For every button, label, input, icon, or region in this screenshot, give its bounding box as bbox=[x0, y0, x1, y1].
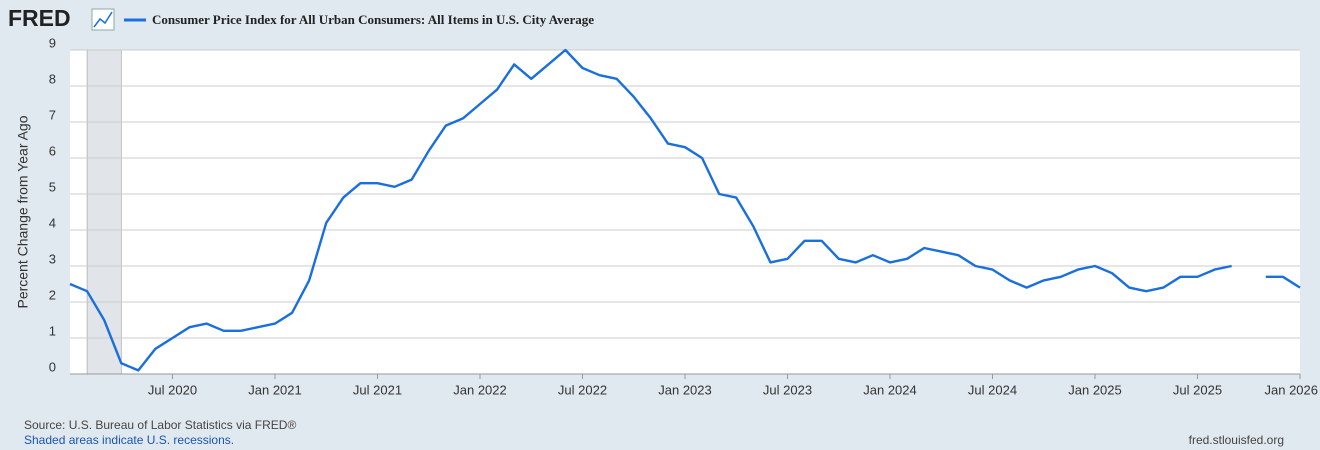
legend-label: Consumer Price Index for All Urban Consu… bbox=[152, 12, 594, 27]
source: Source: U.S. Bureau of Labor Statistics … bbox=[24, 418, 296, 432]
x-tick-label: Jan 2024 bbox=[863, 382, 917, 397]
x-tick-label: Jan 2022 bbox=[453, 382, 507, 397]
y-tick-label: 6 bbox=[49, 143, 56, 158]
x-tick-label: Jul 2021 bbox=[353, 382, 402, 397]
y-tick-label: 5 bbox=[49, 179, 56, 194]
recession-note: Shaded areas indicate U.S. recessions. bbox=[24, 433, 234, 447]
url: fred.stlouisfed.org bbox=[1189, 433, 1284, 447]
y-tick-label: 2 bbox=[49, 287, 56, 302]
x-tick-label: Jan 2021 bbox=[248, 382, 302, 397]
x-tick-label: Jul 2025 bbox=[1173, 382, 1222, 397]
x-tick-label: Jul 2024 bbox=[968, 382, 1017, 397]
plot-area bbox=[70, 50, 1300, 374]
y-tick-label: 4 bbox=[49, 215, 56, 230]
x-tick-label: Jul 2023 bbox=[763, 382, 812, 397]
y-axis-title: Percent Change from Year Ago bbox=[15, 115, 31, 308]
x-tick-label: Jan 2025 bbox=[1068, 382, 1122, 397]
x-tick-label: Jul 2022 bbox=[558, 382, 607, 397]
logo-icon bbox=[91, 8, 115, 31]
y-tick-label: 8 bbox=[49, 71, 56, 86]
logo: FRED bbox=[8, 5, 71, 31]
recession-band bbox=[86, 49, 122, 375]
y-tick-label: 3 bbox=[49, 251, 56, 266]
x-tick-label: Jan 2023 bbox=[658, 382, 712, 397]
x-tick-label: Jul 2020 bbox=[148, 382, 197, 397]
series-line bbox=[69, 48, 1301, 372]
y-tick-label: 7 bbox=[49, 107, 56, 122]
x-tick-label: Jan 2026 bbox=[1265, 382, 1319, 397]
y-tick-label: 1 bbox=[49, 323, 56, 338]
y-tick-label: 0 bbox=[49, 359, 56, 374]
y-tick-label: 9 bbox=[49, 35, 56, 50]
